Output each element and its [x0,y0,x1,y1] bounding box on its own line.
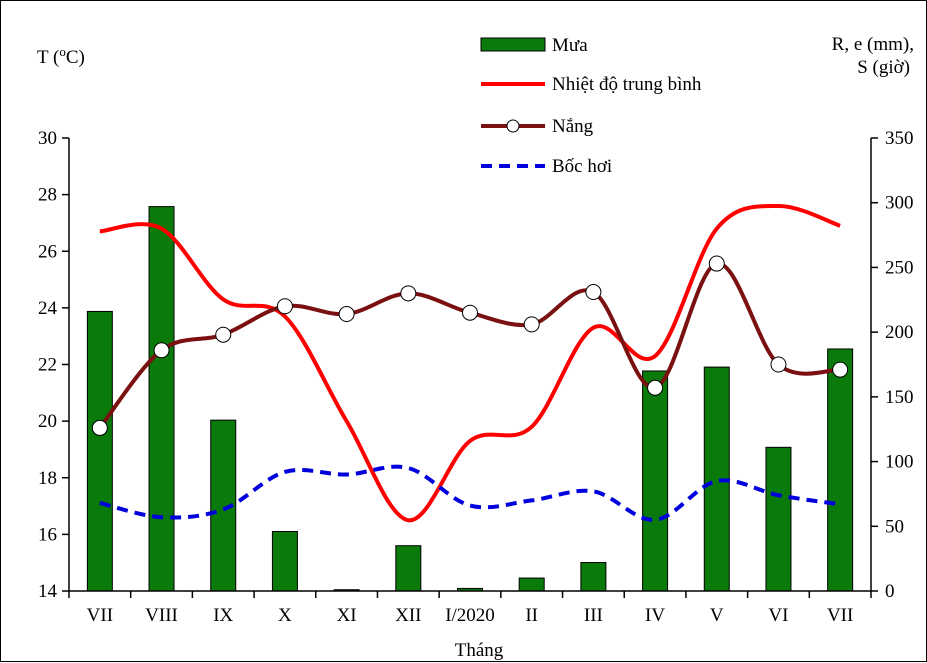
sunshine-point [338,306,355,323]
y-right-axis-title-line1: R, e (mm), [832,34,914,55]
rain-bar [148,206,175,592]
sunshine-point [647,379,664,396]
legend: Mưa Nhiệt độ trung bình Nắng Bốc hơi [480,35,702,177]
legend-sunshine-marker [506,119,520,133]
tick-labels: 141618202224262830050100150200250300350V… [38,128,914,626]
sunshine-point [215,326,232,343]
y-right-tick-label: 350 [885,128,914,149]
sunshine-point [400,285,417,302]
y-left-tick-label: 30 [38,128,57,149]
rain-bar [86,310,113,592]
rain-bar [827,348,854,592]
rain-bar [271,530,298,592]
y-right-axis-title-line2: S (giờ) [857,57,910,78]
axes [62,137,878,598]
x-tick-label: II [525,605,538,626]
x-axis-title: Tháng [455,640,504,661]
y-left-tick-label: 28 [38,185,57,206]
x-tick-label: VII [87,605,113,626]
rain-bar [518,577,545,592]
x-tick-label: IV [645,605,665,626]
y-left-tick-label: 22 [38,355,57,376]
y-left-tick-label: 16 [38,524,57,545]
sunshine-point [832,361,849,378]
x-tick-label: VIII [145,605,178,626]
x-tick-label: IX [213,605,233,626]
sunshine-point [153,342,170,359]
legend-rain-label: Mưa [552,35,588,56]
rain-bar [395,545,422,592]
y-right-tick-label: 300 [885,193,914,214]
sunshine-point [585,284,602,301]
y-right-tick-label: 250 [885,257,914,278]
rain-bar [580,562,607,592]
x-tick-label: VII [827,605,853,626]
y-left-tick-label: 20 [38,411,57,432]
y-left-tick-label: 18 [38,468,57,489]
x-tick-label: X [278,605,292,626]
y-right-tick-label: 100 [885,452,914,473]
x-tick-label: V [710,605,724,626]
sunshine-point [708,255,725,272]
sunshine-point [91,419,108,436]
x-tick-label: III [584,605,603,626]
legend-evaporation-label: Bốc hơi [552,156,612,177]
y-right-tick-label: 200 [885,322,914,343]
y-left-tick-label: 26 [38,241,57,262]
x-tick-label: VI [768,605,788,626]
sunshine-line [91,255,849,436]
x-tick-label: XII [395,605,421,626]
x-tick-label: XI [337,605,357,626]
y-left-tick-label: 24 [38,298,58,319]
y-left-tick-label: 14 [38,581,58,602]
legend-sunshine-label: Nắng [552,116,594,137]
evaporation-series-line [99,464,841,522]
evaporation-line [99,464,841,522]
rain-bar [642,370,669,592]
y-right-tick-label: 150 [885,387,914,408]
y-left-axis-title: T (oC) [37,44,85,68]
legend-rain-swatch [480,37,546,52]
sunshine-point [462,304,478,321]
temperature-series-line [99,203,841,523]
y-right-tick-label: 50 [885,516,904,537]
temperature-line [99,203,841,523]
legend-temperature-label: Nhiệt độ trung bình [552,74,702,95]
sunshine-point [770,356,787,373]
rain-bar [765,446,792,592]
sunshine-point [523,316,540,333]
rain-bars [86,206,854,592]
sunshine-point [276,298,293,315]
y-right-tick-label: 0 [885,581,895,602]
x-tick-label: I/2020 [445,605,495,626]
